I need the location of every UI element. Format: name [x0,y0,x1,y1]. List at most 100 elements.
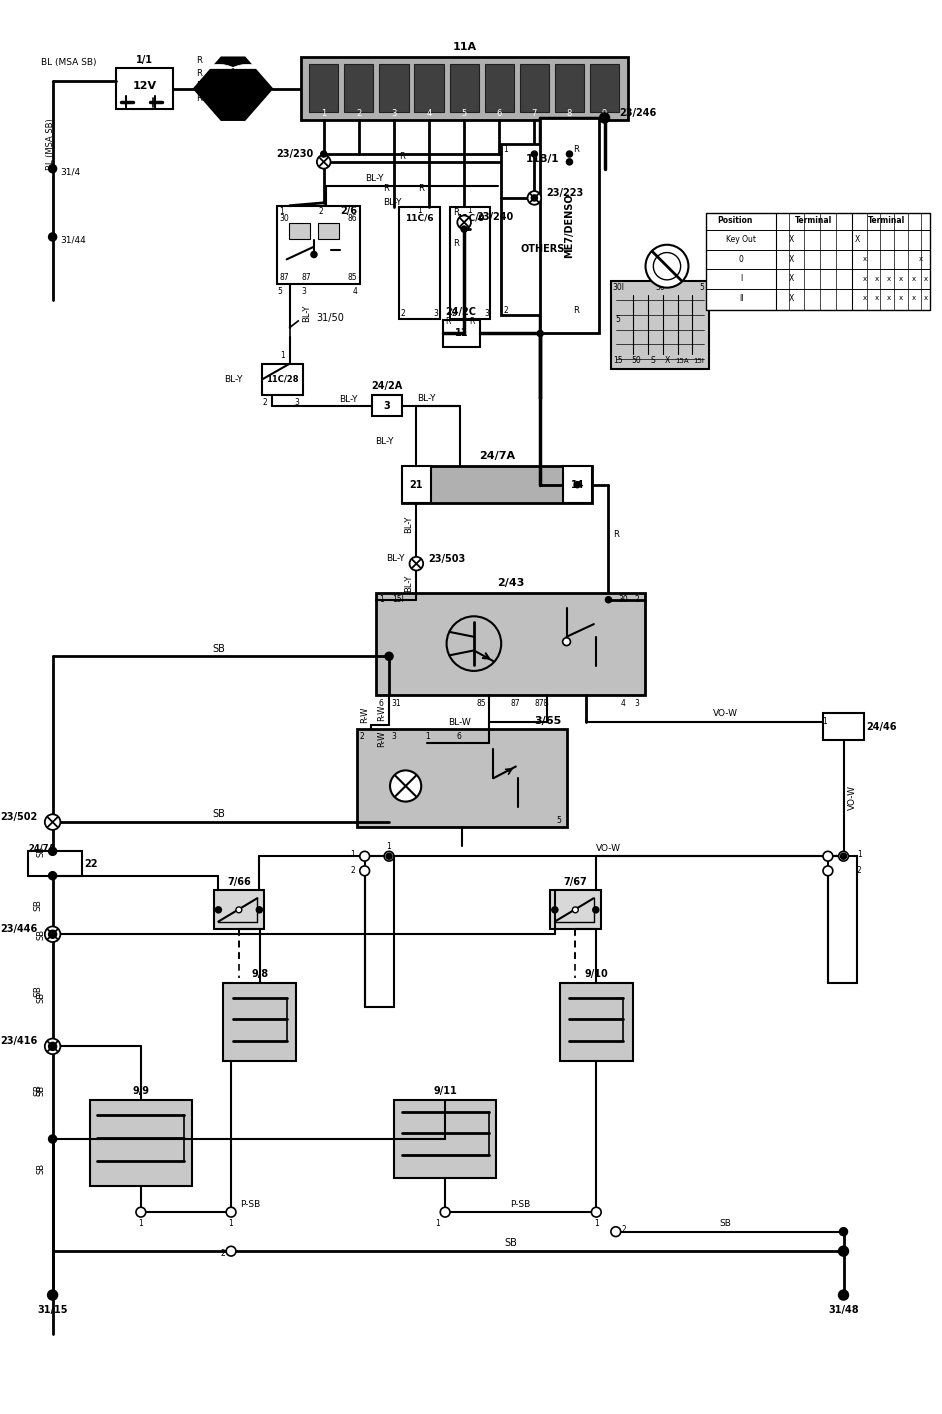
Circle shape [823,865,833,875]
Bar [540,117,599,332]
Text: x: x [918,256,922,263]
Bar [501,144,584,315]
Text: 9/10: 9/10 [584,969,609,980]
Circle shape [654,253,681,280]
Bar [560,983,633,1060]
Circle shape [600,113,609,123]
Text: 11A: 11A [452,42,477,52]
Circle shape [49,1135,57,1143]
Text: 3: 3 [392,732,397,741]
Bar [443,320,479,348]
Bar [357,730,566,827]
Bar [449,206,491,320]
Text: R: R [453,239,460,249]
Text: R: R [418,184,424,192]
Bar [401,467,592,503]
Circle shape [410,557,423,570]
Circle shape [384,851,394,861]
Text: SB: SB [34,899,42,911]
Text: 23/230: 23/230 [277,148,314,158]
Circle shape [593,906,599,913]
Text: 8: 8 [567,109,572,117]
Circle shape [360,865,369,875]
Text: SB: SB [34,984,42,997]
Text: 2: 2 [263,399,268,407]
Text: 24/2C: 24/2C [446,307,477,317]
Text: 14: 14 [571,479,584,489]
Text: 87B: 87B [534,699,549,707]
Text: SB: SB [505,1239,517,1249]
Text: OTHERS: OTHERS [521,245,565,255]
Text: X: X [854,235,860,245]
Text: SB: SB [37,993,45,1003]
Text: R: R [445,317,450,327]
Text: R-W: R-W [360,707,369,723]
Text: 1: 1 [467,206,472,215]
Text: R: R [613,530,619,539]
Text: 31: 31 [391,699,400,707]
Circle shape [390,771,421,802]
Text: 1: 1 [379,595,383,604]
Text: R: R [196,69,202,78]
Circle shape [49,847,57,855]
Bar [288,223,310,239]
Text: 23/502: 23/502 [1,812,38,822]
Bar [262,363,303,395]
Text: 30: 30 [656,283,665,293]
Circle shape [48,1290,57,1299]
Text: BL-Y: BL-Y [386,554,405,563]
Text: 9/8: 9/8 [252,969,268,980]
Circle shape [45,926,60,942]
Bar [116,68,172,109]
Text: x: x [899,276,903,281]
Circle shape [838,1246,849,1256]
Text: x: x [912,276,916,281]
Bar [377,592,644,696]
Polygon shape [202,65,264,69]
Text: 21: 21 [410,479,423,489]
Circle shape [385,652,393,660]
Text: I: I [740,274,742,283]
Circle shape [838,1290,849,1299]
Text: 31/4: 31/4 [60,167,80,177]
Circle shape [440,1208,450,1217]
Bar [394,1100,496,1178]
Text: R: R [398,151,405,161]
Text: Key Out: Key Out [726,235,756,245]
Circle shape [226,1246,236,1256]
Bar [520,64,549,112]
Text: II: II [739,294,743,303]
Text: 6: 6 [379,699,383,707]
Text: 1: 1 [280,206,284,216]
Text: BL-Y: BL-Y [404,516,413,533]
Text: BL-Y: BL-Y [376,437,394,447]
Circle shape [136,1208,146,1217]
Circle shape [256,906,262,913]
Text: 1: 1 [593,1219,599,1229]
Text: 1: 1 [856,850,862,858]
Text: 31/15: 31/15 [38,1305,68,1315]
Text: SB: SB [212,809,225,819]
Text: 2: 2 [400,310,405,318]
Circle shape [839,1227,848,1236]
Text: R: R [453,208,460,218]
Text: 3: 3 [433,310,438,318]
Text: 6: 6 [496,109,502,117]
Circle shape [311,252,317,257]
Text: SB: SB [720,1219,731,1229]
Text: 5: 5 [277,287,283,296]
Text: 3/65: 3/65 [534,715,561,725]
Circle shape [528,191,542,205]
Circle shape [45,1038,60,1055]
Bar [398,206,440,320]
Text: 1: 1 [321,109,326,117]
Text: x: x [887,276,891,281]
Text: 3: 3 [383,400,391,410]
Text: 9/9: 9/9 [133,1086,150,1096]
Bar [414,64,444,112]
Text: 24/7A: 24/7A [28,844,56,853]
Text: 11C/9: 11C/9 [456,214,484,223]
Text: SB: SB [37,1162,45,1174]
Bar [317,223,339,239]
Bar [223,983,297,1060]
